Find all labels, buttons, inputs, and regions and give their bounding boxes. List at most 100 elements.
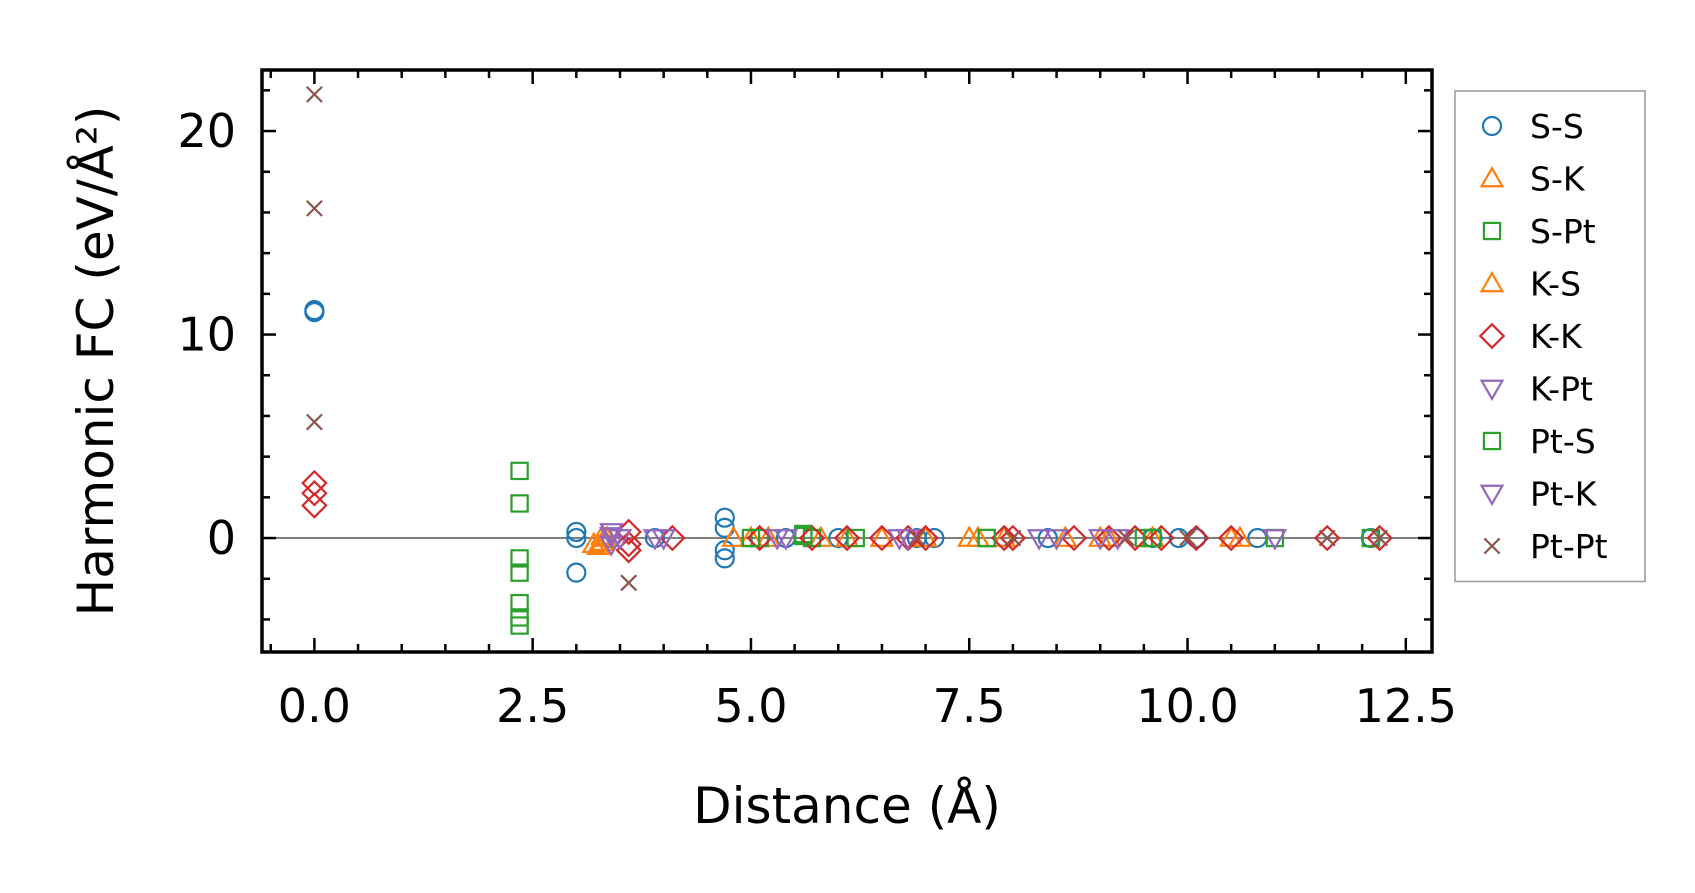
legend-marker-s-s bbox=[1481, 115, 1503, 137]
legend-marker-k-k bbox=[1478, 322, 1506, 350]
series-pt-k bbox=[599, 523, 1130, 551]
data-point-pt-pt bbox=[1371, 529, 1389, 547]
data-point-pt-k bbox=[607, 529, 633, 551]
legend-label-k-s: K-S bbox=[1530, 265, 1581, 304]
data-point-s-s bbox=[566, 521, 587, 543]
legend-label-k-pt: K-Pt bbox=[1530, 370, 1593, 409]
y-tick-label: 10 bbox=[177, 308, 236, 362]
data-point-k-k bbox=[615, 530, 642, 558]
legend-marker-s-k bbox=[1479, 165, 1505, 188]
y-tick-label: 20 bbox=[177, 104, 236, 158]
x-tick-label: 12.5 bbox=[1355, 679, 1457, 733]
legend-label-s-k: S-K bbox=[1530, 160, 1586, 199]
data-point-pt-s bbox=[794, 526, 813, 546]
data-point-s-s bbox=[714, 517, 735, 538]
data-point-s-k bbox=[913, 525, 938, 547]
data-point-k-k bbox=[1182, 524, 1210, 552]
data-point-s-s bbox=[714, 548, 735, 569]
data-point-k-pt bbox=[1262, 529, 1288, 551]
data-point-s-s bbox=[304, 300, 325, 321]
data-point-pt-k bbox=[651, 529, 676, 551]
data-point-k-pt bbox=[1026, 529, 1052, 551]
legend-marker-pt-pt bbox=[1483, 537, 1501, 555]
data-point-pt-k bbox=[599, 523, 624, 545]
plot-frame bbox=[260, 68, 1434, 654]
data-point-k-s bbox=[1218, 525, 1244, 547]
legend-label-s-s: S-S bbox=[1530, 107, 1584, 146]
data-point-s-pt bbox=[846, 528, 865, 548]
legend-marker-k-pt bbox=[1479, 379, 1505, 402]
data-point-k-k bbox=[990, 524, 1018, 552]
legend-label-pt-k: Pt-K bbox=[1530, 475, 1598, 514]
series-s-s bbox=[304, 300, 1381, 583]
data-point-k-k bbox=[301, 480, 328, 507]
data-point-k-s bbox=[869, 525, 895, 547]
data-point-k-k bbox=[1060, 524, 1088, 552]
data-point-k-k bbox=[868, 524, 896, 552]
legend: S-S S-K S-Pt K-S K-K K-Pt Pt-S Pt-K Pt-Pt bbox=[1454, 90, 1646, 583]
x-tick-label: 10.0 bbox=[1136, 679, 1238, 733]
data-point-k-pt bbox=[599, 535, 624, 557]
x-tick-label: 0.0 bbox=[278, 679, 351, 733]
data-point-s-pt bbox=[510, 616, 529, 635]
data-point-s-pt bbox=[510, 549, 529, 568]
series-pt-pt bbox=[305, 85, 1389, 592]
data-point-pt-pt bbox=[1117, 529, 1135, 547]
y-tick-label: 0 bbox=[207, 511, 236, 565]
data-point-k-k bbox=[1366, 524, 1393, 552]
data-point-s-s bbox=[1037, 527, 1058, 549]
data-point-pt-pt bbox=[1179, 529, 1196, 547]
data-point-k-k bbox=[999, 524, 1027, 552]
legend-label-k-k: K-K bbox=[1530, 317, 1583, 356]
data-point-pt-pt bbox=[305, 85, 323, 103]
data-point-s-k bbox=[721, 525, 746, 547]
data-point-pt-s bbox=[741, 528, 761, 548]
data-point-pt-s bbox=[1143, 528, 1162, 548]
legend-marker-k-s bbox=[1479, 270, 1505, 293]
legend-label-s-pt: S-Pt bbox=[1530, 212, 1596, 251]
data-point-s-s bbox=[924, 527, 945, 549]
data-point-pt-pt bbox=[908, 529, 926, 547]
data-point-s-pt bbox=[510, 494, 529, 513]
data-point-pt-k bbox=[1105, 529, 1130, 551]
data-point-s-k bbox=[991, 525, 1017, 547]
data-point-s-pt bbox=[510, 593, 529, 613]
legend-box bbox=[1454, 90, 1646, 583]
data-point-pt-k bbox=[1044, 529, 1069, 551]
data-point-k-k bbox=[301, 492, 328, 519]
data-point-k-s bbox=[1096, 525, 1122, 547]
data-point-k-k bbox=[912, 524, 939, 552]
data-point-k-k bbox=[746, 524, 773, 552]
data-point-pt-s bbox=[977, 528, 996, 548]
data-point-k-k bbox=[1217, 524, 1245, 552]
data-point-s-s bbox=[566, 562, 587, 583]
series-pt-s bbox=[741, 526, 1162, 548]
data-point-pt-pt bbox=[1318, 529, 1336, 547]
x-axis-title: Distance (Å) bbox=[693, 777, 1001, 835]
legend-marker-pt-s bbox=[1482, 431, 1502, 451]
data-point-k-k bbox=[1313, 524, 1341, 552]
data-point-pt-pt bbox=[305, 413, 323, 431]
data-point-pt-pt bbox=[620, 574, 638, 592]
series-s-pt bbox=[510, 461, 1381, 635]
legend-marker-pt-k bbox=[1479, 484, 1505, 507]
data-point-k-k bbox=[659, 524, 686, 552]
data-point-k-k bbox=[1121, 524, 1149, 552]
data-point-pt-pt bbox=[1004, 529, 1022, 547]
y-axis-title: Harmonic FC (eV/Å²) bbox=[67, 106, 125, 617]
x-tick-label: 2.5 bbox=[496, 679, 569, 733]
data-point-s-k bbox=[1053, 525, 1078, 547]
data-point-s-s bbox=[714, 507, 735, 528]
data-point-k-k bbox=[1148, 524, 1175, 552]
legend-label-pt-s: Pt-S bbox=[1530, 422, 1596, 461]
data-point-s-s bbox=[566, 527, 587, 549]
x-tick-label: 5.0 bbox=[714, 679, 787, 733]
data-point-pt-pt bbox=[305, 199, 323, 217]
data-point-pt-k bbox=[773, 529, 799, 551]
data-point-s-pt bbox=[510, 563, 529, 582]
series-k-k bbox=[301, 469, 1393, 564]
x-tick-label: 7.5 bbox=[933, 679, 1006, 733]
legend-label-pt-pt: Pt-Pt bbox=[1530, 527, 1608, 566]
data-point-k-k bbox=[798, 524, 826, 552]
